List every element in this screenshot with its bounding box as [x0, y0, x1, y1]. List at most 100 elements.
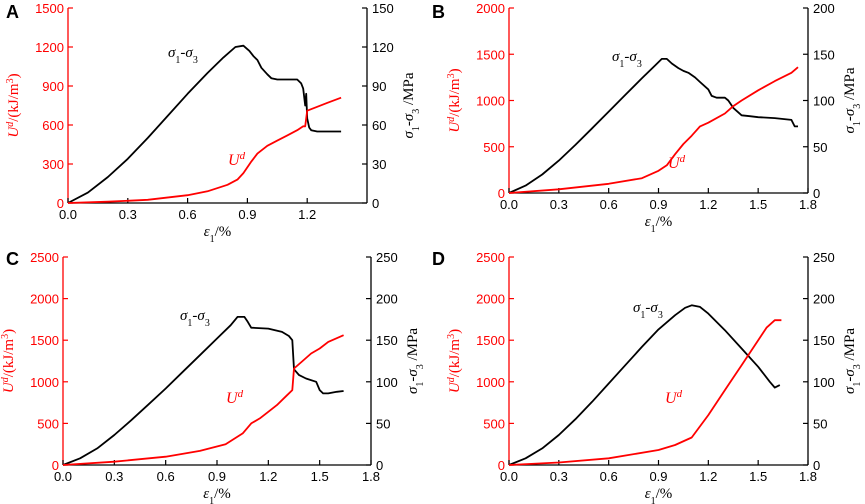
right-axis-title: σ1-σ3 /MPa: [842, 328, 863, 394]
left-axis-title: Ud/(kJ/m3): [5, 73, 23, 137]
left-tick-label: 0: [498, 458, 505, 473]
right-tick-label: 200: [376, 292, 398, 307]
panel-label: D: [432, 249, 445, 269]
right-tick-label: 0: [376, 458, 383, 473]
stress-curve-label: σ1-σ3: [180, 308, 210, 329]
panel-a: A 0 300 600 900 1200 1500 0 30 60 90 120 150 0.0 0.3 0.…: [5, 1, 422, 245]
left-tick-label: 500: [483, 416, 505, 431]
left-tick-label: 1200: [35, 40, 64, 55]
right-tick-label: 250: [376, 250, 398, 265]
stress-series-line: [508, 58, 798, 194]
right-axis-title: σ1-σ3 /MPa: [401, 72, 422, 138]
energy-curve-label: Ud: [668, 153, 686, 172]
right-tick-label: 150: [813, 333, 835, 348]
stress-curve-label: σ1-σ3: [633, 300, 663, 321]
left-tick-label: 2000: [476, 1, 505, 16]
x-axis-title: ε1/%: [203, 486, 231, 504]
x-axis-title: ε1/%: [645, 486, 673, 504]
right-tick-label: 250: [813, 250, 835, 265]
x-tick-label: 0.9: [238, 207, 256, 222]
right-tick-label: 150: [376, 333, 398, 348]
x-tick-label: 0.0: [500, 469, 518, 484]
left-tick-label: 0: [498, 186, 505, 201]
energy-curve-label: Ud: [228, 150, 246, 169]
right-tick-label: 150: [372, 1, 394, 16]
x-tick-label: 0.9: [208, 469, 226, 484]
panel-label: B: [432, 2, 445, 22]
left-tick-label: 1000: [476, 375, 505, 390]
x-tick-label: 1.2: [699, 469, 717, 484]
right-tick-label: 50: [813, 140, 827, 155]
x-tick-label: 0.3: [550, 197, 568, 212]
x-tick-label: 0.6: [600, 197, 618, 212]
stress-series-line: [508, 304, 781, 466]
left-tick-label: 1500: [30, 333, 59, 348]
energy-series-line: [508, 319, 782, 466]
left-axis-title: Ud/(kJ/m3): [446, 68, 464, 132]
x-tick-label: 0.3: [550, 469, 568, 484]
panel-b: B 0 500 1000 1500 2000 0 50 100 150 200 0.0 0.3 0.6 0.…: [432, 1, 863, 235]
x-tick-label: 0.3: [105, 469, 123, 484]
energy-curve-label: Ud: [665, 388, 683, 407]
right-tick-label: 100: [813, 94, 835, 109]
stress-curve-label: σ1-σ3: [612, 49, 642, 70]
left-tick-label: 0: [52, 458, 59, 473]
energy-series-line: [67, 96, 342, 204]
panel-label: C: [6, 249, 19, 269]
left-tick-label: 1500: [476, 47, 505, 62]
x-tick-label: 0.6: [179, 207, 197, 222]
x-tick-label: 0.0: [54, 469, 72, 484]
left-tick-label: 500: [37, 416, 59, 431]
right-tick-label: 50: [813, 416, 827, 431]
x-tick-label: 0.0: [59, 207, 77, 222]
x-axis-title: ε1/%: [204, 224, 232, 245]
left-axis-title: Ud/(kJ/m3): [0, 329, 17, 393]
right-tick-label: 30: [372, 157, 386, 172]
right-tick-label: 150: [813, 47, 835, 62]
x-tick-label: 1.2: [259, 469, 277, 484]
right-tick-label: 100: [376, 375, 398, 390]
right-tick-label: 200: [813, 292, 835, 307]
right-tick-label: 0: [813, 186, 820, 201]
energy-series-line: [62, 334, 344, 466]
x-axis-title: ε1/%: [645, 214, 673, 235]
left-tick-label: 1000: [30, 375, 59, 390]
left-tick-label: 2500: [30, 250, 59, 265]
left-tick-label: 500: [483, 140, 505, 155]
x-tick-label: 0.9: [649, 197, 667, 212]
x-tick-label: 1.8: [362, 469, 380, 484]
right-tick-label: 50: [376, 416, 390, 431]
left-axis-title: Ud/(kJ/m3): [446, 329, 464, 393]
left-tick-label: 1500: [476, 333, 505, 348]
right-tick-label: 0: [372, 196, 379, 211]
x-tick-label: 0.6: [600, 469, 618, 484]
left-tick-label: 2000: [476, 292, 505, 307]
x-tick-label: 1.5: [311, 469, 329, 484]
x-tick-label: 0.9: [649, 469, 667, 484]
left-tick-label: 600: [42, 118, 64, 133]
right-axis-title: σ1-σ3 /MPa: [842, 67, 863, 133]
left-tick-label: 1500: [35, 1, 64, 16]
right-tick-label: 200: [813, 1, 835, 16]
energy-series-line: [508, 66, 799, 194]
left-tick-label: 300: [42, 157, 64, 172]
right-tick-label: 120: [372, 40, 394, 55]
x-tick-label: 0.3: [119, 207, 137, 222]
left-tick-label: 1000: [476, 94, 505, 109]
x-tick-label: 0.0: [500, 197, 518, 212]
x-tick-label: 1.8: [799, 469, 817, 484]
x-tick-label: 0.6: [157, 469, 175, 484]
panel-d: D 0 500 1000 1500 2000 2500 0 50 100 150 200 250 0.0 0…: [432, 249, 863, 504]
right-axis-title: σ1-σ3 /MPa: [405, 328, 426, 394]
x-tick-label: 1.5: [749, 197, 767, 212]
left-tick-label: 0: [57, 196, 64, 211]
right-tick-label: 0: [813, 458, 820, 473]
stress-series-line: [62, 316, 344, 466]
left-tick-label: 2500: [476, 250, 505, 265]
right-tick-label: 60: [372, 118, 386, 133]
panel-label: A: [6, 2, 19, 22]
right-tick-label: 90: [372, 79, 386, 94]
panel-c: C 0 500 1000 1500 2000 2500 0 50 100 150 200 250 0.0 0…: [0, 249, 426, 504]
x-tick-label: 1.5: [749, 469, 767, 484]
